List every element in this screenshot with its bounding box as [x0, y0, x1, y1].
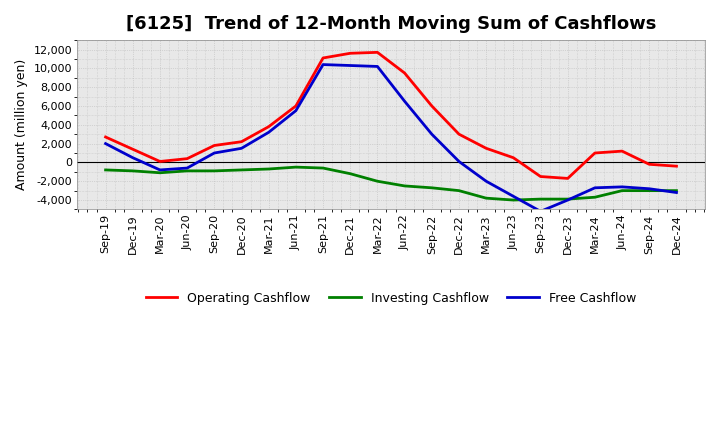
Free Cashflow: [102, 141, 110, 146]
Operating Cashflow: [509, 155, 518, 160]
Operating Cashflow: [482, 146, 490, 151]
Investing Cashflow: [183, 168, 192, 173]
Operating Cashflow: [156, 159, 164, 164]
Operating Cashflow: [563, 176, 572, 181]
Investing Cashflow: [428, 185, 436, 191]
Investing Cashflow: [590, 194, 599, 200]
Operating Cashflow: [102, 134, 110, 139]
Investing Cashflow: [509, 198, 518, 203]
Free Cashflow: [400, 99, 409, 104]
Investing Cashflow: [618, 188, 626, 193]
Operating Cashflow: [590, 150, 599, 156]
Operating Cashflow: [319, 55, 328, 61]
Investing Cashflow: [645, 188, 654, 193]
Free Cashflow: [428, 132, 436, 137]
Free Cashflow: [183, 165, 192, 171]
Free Cashflow: [563, 198, 572, 203]
Investing Cashflow: [482, 195, 490, 201]
Operating Cashflow: [128, 147, 137, 152]
Operating Cashflow: [645, 161, 654, 167]
Free Cashflow: [210, 150, 219, 156]
Operating Cashflow: [536, 174, 545, 179]
Investing Cashflow: [672, 188, 681, 193]
Investing Cashflow: [319, 165, 328, 171]
Investing Cashflow: [563, 197, 572, 202]
Free Cashflow: [264, 130, 273, 135]
Operating Cashflow: [237, 139, 246, 144]
Investing Cashflow: [237, 167, 246, 172]
Free Cashflow: [373, 64, 382, 69]
Investing Cashflow: [400, 183, 409, 189]
Free Cashflow: [454, 159, 463, 164]
Investing Cashflow: [210, 168, 219, 173]
Free Cashflow: [128, 155, 137, 160]
Free Cashflow: [509, 194, 518, 199]
Investing Cashflow: [292, 165, 300, 170]
Free Cashflow: [319, 62, 328, 67]
Line: Investing Cashflow: Investing Cashflow: [106, 167, 677, 200]
Free Cashflow: [618, 184, 626, 190]
Operating Cashflow: [672, 164, 681, 169]
Free Cashflow: [346, 63, 354, 68]
Title: [6125]  Trend of 12-Month Moving Sum of Cashflows: [6125] Trend of 12-Month Moving Sum of C…: [126, 15, 656, 33]
Operating Cashflow: [618, 148, 626, 154]
Operating Cashflow: [264, 124, 273, 129]
Free Cashflow: [672, 190, 681, 195]
Investing Cashflow: [454, 188, 463, 193]
Free Cashflow: [156, 167, 164, 172]
Operating Cashflow: [400, 70, 409, 76]
Free Cashflow: [482, 179, 490, 184]
Line: Free Cashflow: Free Cashflow: [106, 65, 677, 211]
Line: Operating Cashflow: Operating Cashflow: [106, 52, 677, 178]
Free Cashflow: [536, 209, 545, 214]
Operating Cashflow: [210, 143, 219, 148]
Legend: Operating Cashflow, Investing Cashflow, Free Cashflow: Operating Cashflow, Investing Cashflow, …: [141, 287, 641, 310]
Investing Cashflow: [373, 179, 382, 184]
Investing Cashflow: [128, 168, 137, 173]
Operating Cashflow: [183, 156, 192, 161]
Free Cashflow: [292, 108, 300, 114]
Operating Cashflow: [454, 132, 463, 137]
Investing Cashflow: [264, 166, 273, 172]
Operating Cashflow: [292, 103, 300, 109]
Y-axis label: Amount (million yen): Amount (million yen): [15, 59, 28, 191]
Investing Cashflow: [102, 167, 110, 172]
Operating Cashflow: [346, 51, 354, 56]
Free Cashflow: [590, 185, 599, 191]
Operating Cashflow: [373, 50, 382, 55]
Investing Cashflow: [156, 170, 164, 176]
Operating Cashflow: [428, 103, 436, 109]
Investing Cashflow: [346, 171, 354, 176]
Free Cashflow: [645, 186, 654, 191]
Free Cashflow: [237, 146, 246, 151]
Investing Cashflow: [536, 197, 545, 202]
